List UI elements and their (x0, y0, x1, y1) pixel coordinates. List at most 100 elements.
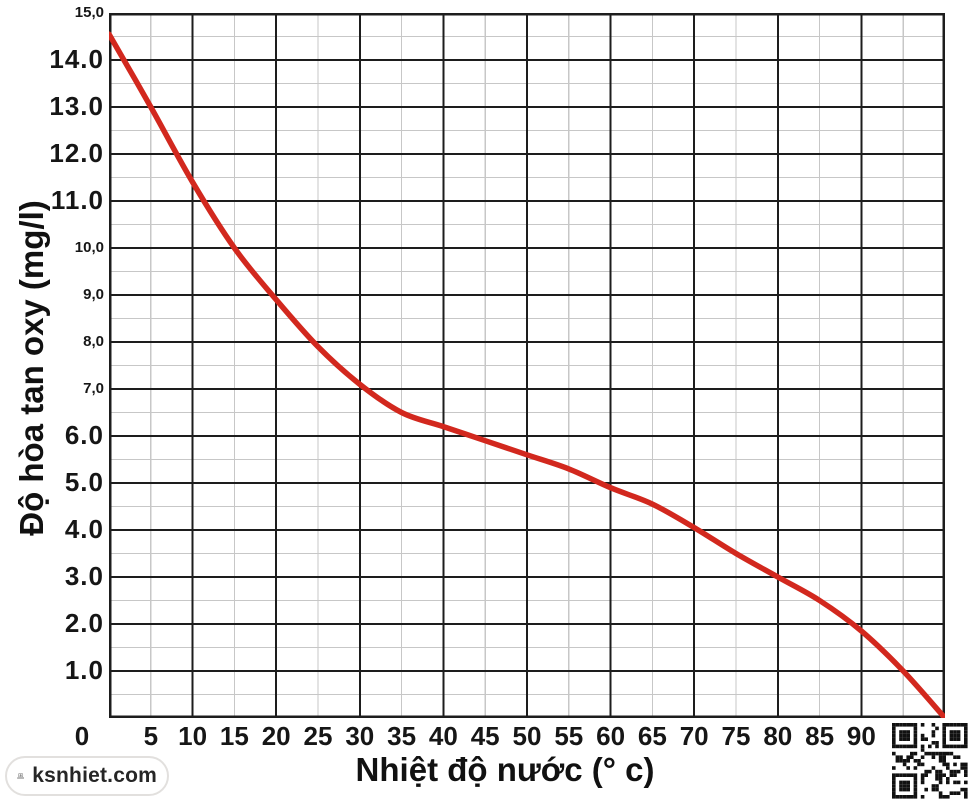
qr-module (956, 744, 961, 749)
qr-module (935, 769, 939, 774)
qr-module (964, 726, 968, 731)
qr-module (949, 791, 954, 795)
qr-module (892, 723, 896, 727)
qr-module (956, 780, 961, 785)
qr-module (899, 795, 903, 799)
qr-module (902, 744, 907, 749)
qr-module (892, 733, 896, 738)
qr-module (899, 730, 903, 734)
qr-module (892, 780, 896, 785)
qr-module (942, 773, 946, 777)
qr-module (964, 723, 968, 727)
qr-module (910, 755, 914, 759)
qr-module (960, 762, 964, 767)
x-tick-label: 45 (470, 721, 500, 751)
qr-module (938, 773, 943, 777)
qr-module (949, 744, 954, 749)
qr-module (928, 744, 932, 749)
brand-badge: ksnhiet.com (5, 756, 169, 796)
qr-module (902, 773, 907, 777)
qr-module (895, 795, 900, 799)
y-tick-label: 1.0 (64, 655, 104, 685)
qr-module (946, 744, 950, 749)
qr-module (931, 741, 936, 745)
qr-module (946, 780, 950, 785)
qr-module (920, 755, 925, 759)
qr-module (960, 787, 964, 792)
qr-module (899, 733, 903, 738)
qr-module (938, 759, 943, 763)
y-tick-label: 15,0 (74, 3, 104, 21)
qr-module (902, 730, 907, 734)
qr-module (938, 780, 943, 785)
qr-module (892, 744, 896, 749)
qr-module (920, 744, 925, 749)
qr-module (913, 751, 918, 756)
qr-module (964, 766, 968, 770)
qr-module (964, 762, 968, 767)
qr-module (913, 741, 918, 745)
qr-module (906, 773, 910, 777)
qr-module (942, 751, 946, 756)
qr-module (895, 773, 900, 777)
qr-module (920, 723, 925, 727)
brand-label: ksnhiet.com (32, 764, 157, 787)
qr-module (953, 723, 957, 727)
qr-module (892, 787, 896, 792)
qr-module (949, 730, 954, 734)
qr-module (956, 733, 961, 738)
qr-module (902, 780, 907, 785)
qr-module (964, 737, 968, 741)
qr-module (902, 795, 907, 799)
oxygen-solubility-curve (109, 31, 945, 718)
qr-module (902, 784, 907, 788)
qr-module (906, 787, 910, 792)
qr-module (895, 723, 900, 727)
y-tick-label: 4.0 (64, 514, 104, 544)
qr-module (910, 773, 914, 777)
y-tick-label: 7,0 (83, 379, 104, 397)
qr-module (931, 755, 936, 759)
qr-module (964, 773, 968, 777)
qr-module (938, 769, 943, 774)
qr-module (942, 755, 946, 759)
qr-module (899, 780, 903, 785)
qr-module (913, 726, 918, 731)
qr-module (902, 787, 907, 792)
qr-module (935, 751, 939, 756)
y-tick-label: 11.0 (50, 185, 104, 215)
qr-module (920, 733, 925, 738)
qr-module (920, 748, 925, 752)
qr-module (913, 759, 918, 763)
qr-module (892, 741, 896, 745)
qr-module (953, 737, 957, 741)
qr-module (935, 741, 939, 745)
qr-module (892, 795, 896, 799)
y-tick-label: 14.0 (49, 44, 104, 74)
qr-module (924, 787, 928, 792)
plot-area (109, 13, 945, 718)
qr-module (942, 759, 946, 763)
qr-module (953, 769, 957, 774)
qr-module (953, 744, 957, 749)
qr-module (953, 791, 957, 795)
qr-module (928, 769, 932, 774)
x-tick-label: 30 (345, 721, 375, 751)
qr-module (913, 744, 918, 749)
qr-module (938, 755, 943, 759)
qr-module (895, 755, 900, 759)
qr-module (906, 780, 910, 785)
qr-module (892, 777, 896, 781)
x-tick-label: 85 (805, 721, 835, 751)
qr-module (942, 737, 946, 741)
y-axis-title: Độ hòa tan oxy (mg/l) (13, 200, 50, 536)
qr-module (920, 777, 925, 781)
qr-module (960, 744, 964, 749)
y-tick-label: 13.0 (49, 91, 104, 121)
x-tick-label: 5 (143, 721, 159, 751)
qr-module (964, 780, 968, 785)
qr-module (924, 737, 928, 741)
qr-module (964, 795, 968, 799)
qr-module (935, 787, 939, 792)
qr-module (953, 773, 957, 777)
